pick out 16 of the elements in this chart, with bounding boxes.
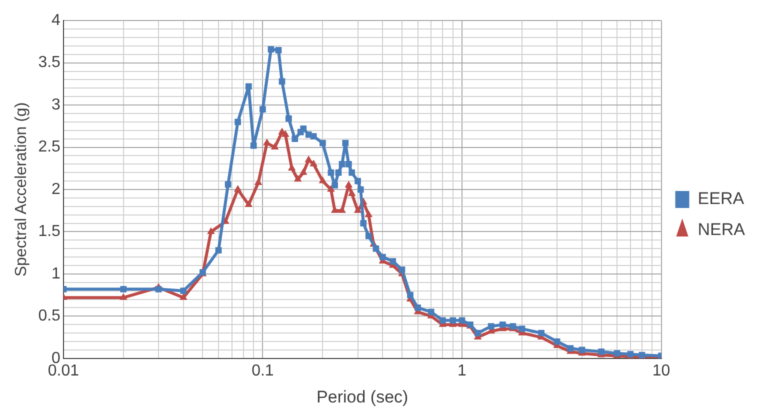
y-tick-label: 1.5: [38, 223, 61, 240]
y-tick-label: 1: [52, 265, 61, 282]
y-tick-label: 2.5: [38, 138, 61, 156]
legend-label: NERA: [698, 220, 746, 240]
x-tick-label: 10: [652, 362, 670, 380]
legend-label: EERA: [698, 189, 745, 208]
x-tick-label: 1: [458, 362, 467, 380]
y-tick-label: 4: [52, 12, 61, 30]
y-tick-label: 3.5: [38, 54, 61, 72]
x-tick-label: 0.01: [48, 362, 80, 380]
y-axis-title: Spectral Acceleration (g): [13, 102, 30, 277]
x-tick-label: 0.1: [252, 362, 274, 380]
x-axis-title: Period (sec): [316, 387, 408, 406]
y-tick-label: 2: [52, 180, 61, 198]
y-tick-label: 3: [52, 96, 61, 114]
y-tick-label: 0.5: [38, 308, 61, 325]
